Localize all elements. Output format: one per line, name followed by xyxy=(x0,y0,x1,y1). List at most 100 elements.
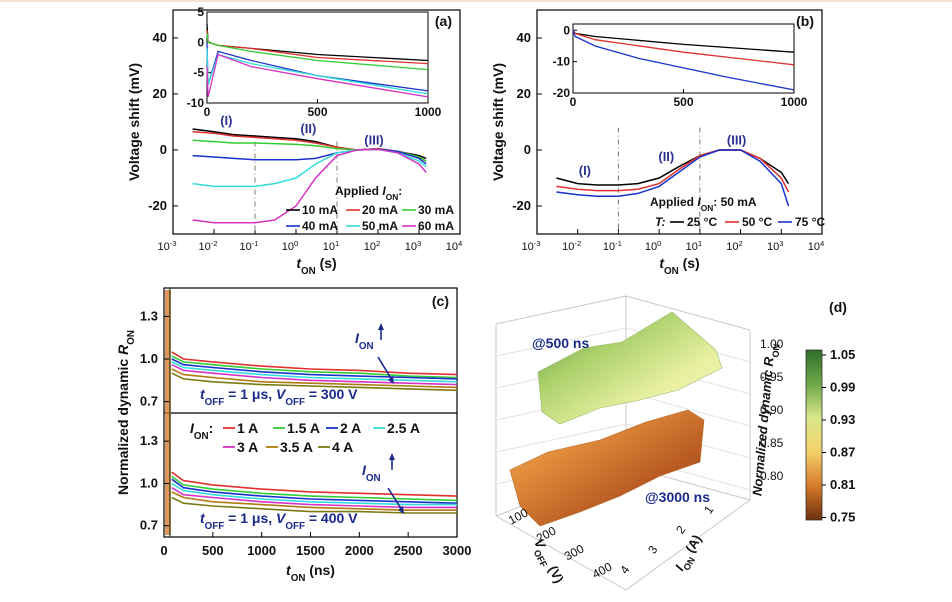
condition-label: tOFF = 1 μs, VOFF = 300 V xyxy=(200,386,358,408)
series-line xyxy=(171,351,458,376)
x-tick-label: 104 xyxy=(808,239,825,254)
colorbar-tick-label: 1.05 xyxy=(830,347,855,362)
arrow-label: ION xyxy=(362,462,381,484)
y-tick-label: 4 xyxy=(617,563,632,577)
z-tick-label: 1.00 xyxy=(760,337,784,351)
panel-label: (d) xyxy=(829,299,847,315)
x-tick-label: 100 xyxy=(645,239,662,254)
x-tick-label: 1500 xyxy=(296,543,325,558)
inset-y-tick-label: -10 xyxy=(553,55,571,69)
colorbar-tick-label: 0.75 xyxy=(830,510,855,525)
region-label: (II) xyxy=(658,149,674,164)
y-tick-label: 20 xyxy=(517,86,531,101)
y-tick-label: 3 xyxy=(645,543,660,557)
series-line xyxy=(171,478,458,504)
box-edge xyxy=(495,295,627,325)
colorbar-tick-label: 0.99 xyxy=(830,380,855,395)
top-border xyxy=(0,0,952,2)
inset-plot: 0 500 1000 -20 -10 0 xyxy=(553,23,808,109)
x-tick-label: 300 xyxy=(562,541,587,563)
panel-c: 0 500 1000 1500 2000 2500 3000 tON (ns) Normaliz… xyxy=(115,287,472,584)
legend-label: 50 °C xyxy=(742,215,772,229)
y-axis-label: Voltage shift (mV) xyxy=(126,63,142,181)
condition-label: tOFF = 1 μs, VOFF = 400 V xyxy=(200,510,358,532)
legend-label: 25 °C xyxy=(687,215,717,229)
panel-label: (b) xyxy=(796,13,814,29)
series-line xyxy=(171,358,458,380)
x-tick-label: 101 xyxy=(686,239,703,254)
legend-label: 50 mA xyxy=(362,219,398,233)
arrow-label: ION xyxy=(355,330,374,352)
inset-y-tick-label: -10 xyxy=(187,96,205,110)
series-line xyxy=(171,496,457,514)
series-line xyxy=(556,149,790,193)
subplot-bottom: 0.7 1.0 1.3 tOFF = 1 μs, VOFF = 400 V xyxy=(140,433,458,533)
legend-label: 75 °C xyxy=(795,215,825,229)
panel-d: @500 ns@3000 ns0.800.850.900.951.00Norma… xyxy=(495,295,855,591)
plot-frame xyxy=(172,9,461,235)
label-3000ns: @3000 ns xyxy=(645,489,710,505)
inset-x-tick-label: 500 xyxy=(307,105,327,119)
colorbar-tick-label: 0.87 xyxy=(830,445,855,460)
grid-line xyxy=(495,327,627,357)
x-tick-label: 10-3 xyxy=(157,239,176,254)
colorbar xyxy=(805,349,823,521)
colorbar-tick-label: 0.93 xyxy=(830,412,855,427)
y-tick-label: 2 xyxy=(673,523,688,537)
legend-title: ION: xyxy=(190,420,213,442)
x-axis-label: tON (s) xyxy=(659,255,699,277)
x-tick-label: 101 xyxy=(323,239,340,254)
inset-series-line xyxy=(572,29,795,66)
x-axis-label: tON (ns) xyxy=(286,562,335,584)
y-tick-label: -20 xyxy=(512,198,531,213)
legend-a: Applied ION:10 mA 20 mA 30 mA 40 mA 50 mA 60 … xyxy=(286,184,454,233)
y-tick-label: 1.3 xyxy=(140,308,158,323)
series-line xyxy=(192,148,427,188)
inset-series-line xyxy=(206,33,429,71)
inset-plot: 0 500 1000 -10 -5 0 5 xyxy=(187,5,442,119)
box-edge xyxy=(495,515,627,591)
temp-label: T: xyxy=(655,215,665,229)
legend-label: 2.5 A xyxy=(387,420,420,436)
x-tick-label: 103 xyxy=(405,239,422,254)
legend-label: 30 mA xyxy=(418,203,454,217)
series-line xyxy=(192,148,427,165)
y-axis-label: ION (A) xyxy=(672,532,708,575)
surface-3000ns xyxy=(509,409,705,527)
y-tick-label: 40 xyxy=(153,30,167,45)
annotation-current: Applied ION: 50 mA xyxy=(650,195,757,213)
legend-label: 2 A xyxy=(340,420,361,436)
inset-x-tick-label: 0 xyxy=(204,105,211,119)
x-tick-label: 10-1 xyxy=(239,239,258,254)
inset-y-tick-label: -20 xyxy=(553,86,571,100)
legend-title: Applied ION: xyxy=(335,184,402,202)
box-edge xyxy=(625,499,751,591)
trend-arrow xyxy=(377,356,393,381)
subplot-top: 0.7 1.0 1.3 tOFF = 1 μs, VOFF = 300 V xyxy=(140,308,458,409)
inset-x-tick-label: 500 xyxy=(673,95,693,109)
legend-label: 20 mA xyxy=(362,203,398,217)
x-tick-label: 100 xyxy=(282,239,299,254)
z-tick-label: 0.95 xyxy=(760,370,784,384)
series-line xyxy=(171,368,458,389)
series-line xyxy=(556,149,790,207)
x-tick-label: 10-2 xyxy=(198,239,217,254)
series-line xyxy=(171,361,458,383)
x-tick-label: 3000 xyxy=(443,543,472,558)
z-tick-label: 0.90 xyxy=(760,403,784,417)
y-tick-label: 20 xyxy=(153,86,167,101)
panel-a: 10-3 10-2 10-1 100 101 102 103 104 -20 0 20 40 tON (… xyxy=(126,5,463,277)
inset-y-tick-label: -5 xyxy=(193,66,204,80)
panel-label: (c) xyxy=(432,293,449,309)
legend-label: 10 mA xyxy=(302,203,338,217)
inset-y-tick-label: 0 xyxy=(197,35,204,49)
surface-500ns xyxy=(537,311,723,425)
series-line xyxy=(192,131,427,162)
trend-arrow-head xyxy=(388,376,394,384)
x-tick-label: 1000 xyxy=(247,543,276,558)
label-500ns: @500 ns xyxy=(532,335,589,351)
y-tick-label: 40 xyxy=(517,30,531,45)
grid-line xyxy=(495,423,627,453)
series-line xyxy=(171,363,458,386)
